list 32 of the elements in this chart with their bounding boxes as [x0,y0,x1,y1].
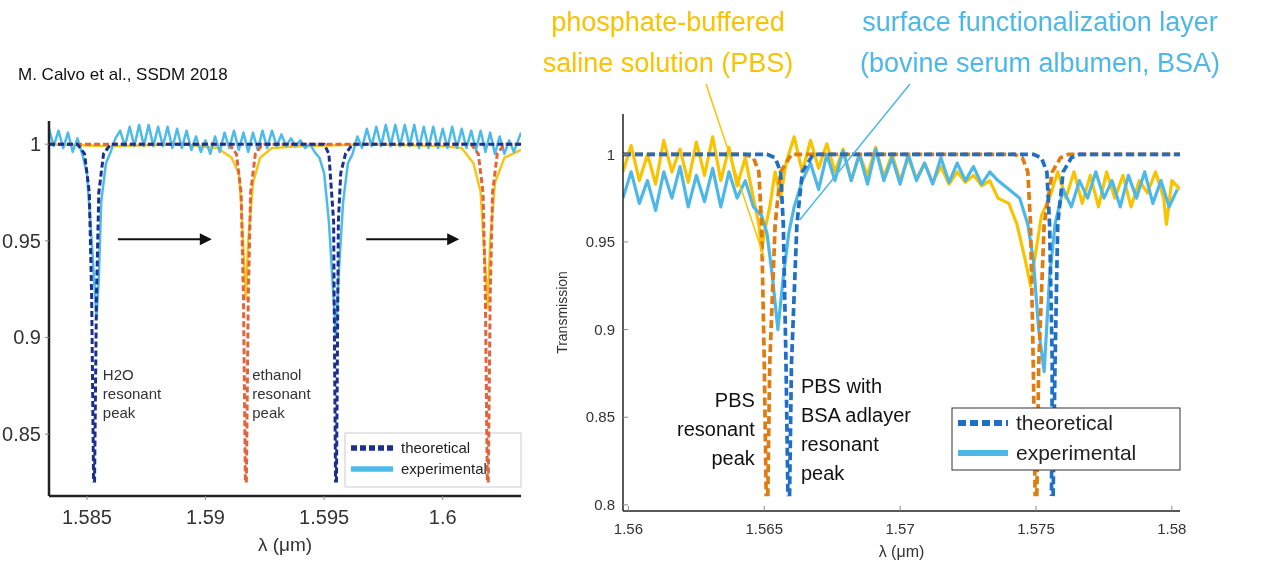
y-tick-label: 1 [29,133,41,156]
y-tick-label: 0.9 [594,320,615,338]
annotation: PBS resonant peak [677,388,756,469]
legend-label: theoretical [1016,411,1113,435]
y-tick-label: 0.85 [2,423,41,446]
x-tick-label: 1.565 [745,520,784,537]
x-tick-label: 1.57 [885,520,915,537]
text: M. Calvo et al., SSDM 2018 [18,65,228,84]
x-tick-label: 1.595 [299,506,350,528]
x-tick-label: 1.59 [186,506,226,528]
x-tick-label: 1.6 [428,506,457,528]
annotation: H2O resonant peak [102,366,163,422]
legend-label: experimental [401,460,487,478]
annotation: phosphate-buffered saline solution (PBS) [542,7,794,78]
annotation: surface functionalization layer (bovine serum albumen, BSA) [859,7,1221,78]
y-tick-label: 0.95 [2,229,41,252]
x-axis-title: λ (μm) [878,543,925,560]
y-axis-title: Transmission [554,271,570,354]
annotation: ethanol resonant peak [252,366,312,422]
x-tick-label: 1.58 [1157,520,1187,537]
legend-label: experimental [1016,441,1137,465]
x-axis-title: λ (μm) [257,534,313,555]
y-tick-label: 0.95 [585,233,615,251]
y-tick-label: 1 [606,145,615,163]
y-tick-label: 0.85 [585,408,615,426]
x-tick-label: 1.56 [613,520,644,537]
y-tick-label: 0.8 [594,496,615,514]
x-tick-label: 1.575 [1017,520,1055,537]
annotation: PBS with BSA adlayer resonant peak [800,374,912,484]
y-tick-label: 0.9 [13,326,41,349]
legend-label: theoretical [401,439,471,457]
x-tick-label: 1.585 [61,506,112,528]
